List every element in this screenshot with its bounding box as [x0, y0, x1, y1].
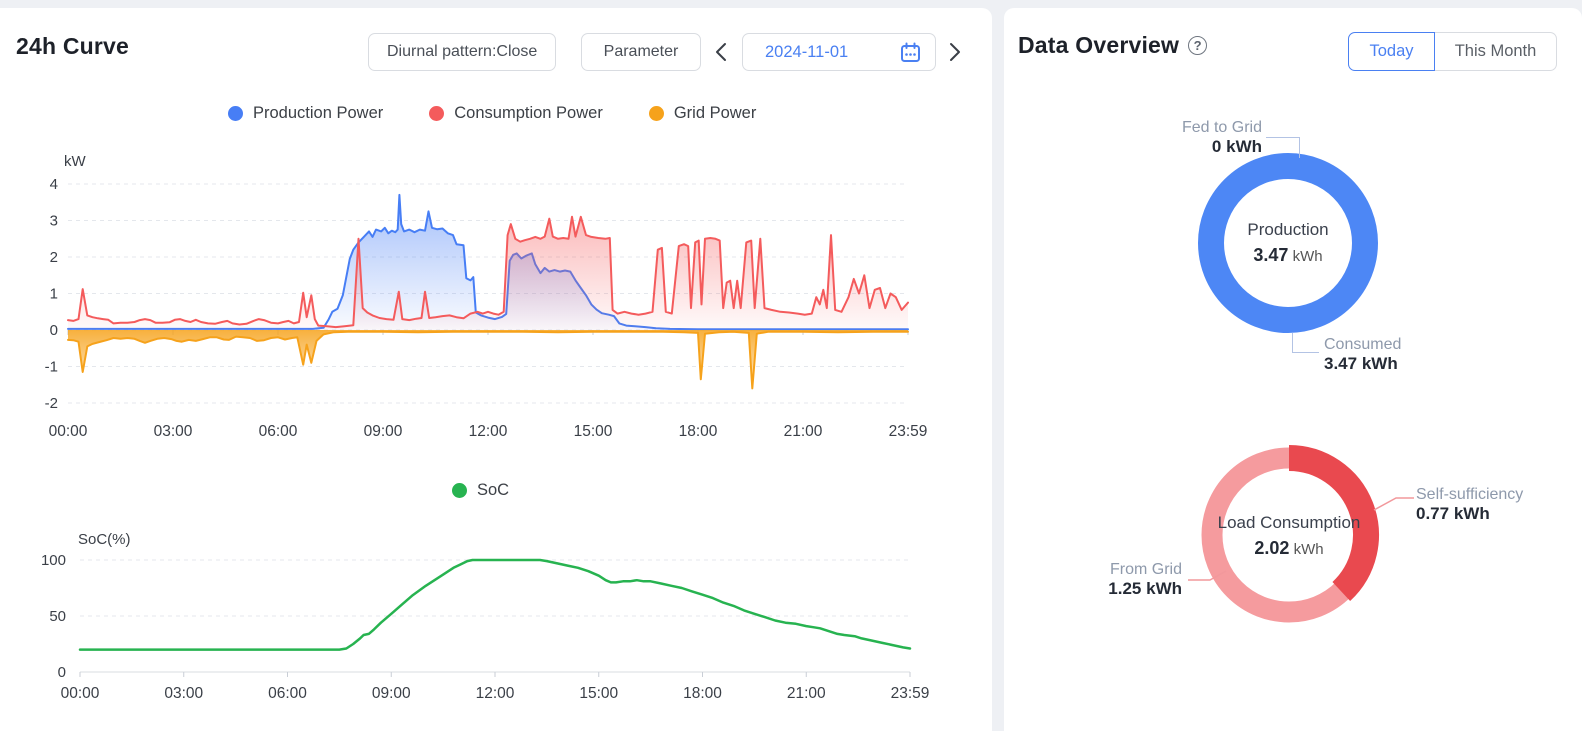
svg-text:0: 0	[50, 322, 58, 339]
svg-text:SoC(%): SoC(%)	[78, 531, 131, 548]
donut-center-value: 3.47	[1253, 245, 1288, 265]
production-donut-center: Production 3.47 kWh	[1208, 220, 1368, 266]
svg-text:0: 0	[58, 664, 66, 681]
svg-text:1: 1	[50, 286, 58, 303]
date-picker[interactable]: 2024-11-01	[742, 33, 936, 71]
parameter-button[interactable]: Parameter	[581, 33, 701, 71]
svg-text:03:00: 03:00	[164, 685, 203, 702]
donut-center-label: Load Consumption	[1199, 513, 1379, 533]
tab-this-month[interactable]: This Month	[1435, 32, 1557, 71]
svg-text:kW: kW	[64, 153, 87, 170]
callout-line-consumed	[1292, 333, 1319, 353]
legend-label: Consumption Power	[454, 104, 603, 123]
production-dot-icon	[228, 106, 243, 121]
svg-text:23:59: 23:59	[889, 423, 928, 440]
soc-line-chart: 100 50 0 SoC(%) 00:00 03:00 06:00 09:00 12:00 15:…	[0, 520, 992, 731]
svg-text:21:00: 21:00	[787, 685, 826, 702]
svg-text:23:59: 23:59	[891, 685, 930, 702]
svg-text:06:00: 06:00	[259, 423, 298, 440]
legend-label: Production Power	[253, 104, 383, 123]
power-line-chart: 4 3 2 1 0 -1 -2 kW 00:00 03:00 06:00 09:00 12:00 15:0…	[0, 140, 992, 440]
callout-self-sufficiency: Self-sufficiency 0.77 kWh	[1416, 485, 1523, 525]
svg-text:2: 2	[50, 249, 58, 266]
svg-text:21:00: 21:00	[784, 423, 823, 440]
donut-center-unit: kWh	[1294, 541, 1324, 558]
svg-text:18:00: 18:00	[679, 423, 718, 440]
help-circle-icon[interactable]: ?	[1188, 36, 1207, 55]
period-toggle: Today This Month	[1348, 32, 1557, 71]
soc-dot-icon	[452, 483, 467, 498]
soc-legend: SoC	[452, 481, 509, 500]
callout-fed-to-grid: Fed to Grid 0 kWh	[1124, 118, 1262, 158]
svg-text:50: 50	[49, 608, 66, 625]
svg-text:100: 100	[41, 552, 66, 569]
svg-text:18:00: 18:00	[683, 685, 722, 702]
legend-item-consumption[interactable]: Consumption Power	[429, 104, 603, 123]
svg-text:12:00: 12:00	[476, 685, 515, 702]
svg-text:-2: -2	[45, 395, 58, 412]
callout-consumed: Consumed 3.47 kWh	[1324, 335, 1401, 375]
callout-line-fed-to-grid	[1266, 137, 1300, 158]
data-overview-title: Data Overview	[1018, 32, 1179, 59]
svg-text:03:00: 03:00	[154, 423, 193, 440]
tab-today[interactable]: Today	[1348, 32, 1435, 71]
svg-text:00:00: 00:00	[49, 423, 88, 440]
svg-text:09:00: 09:00	[372, 685, 411, 702]
svg-text:06:00: 06:00	[268, 685, 307, 702]
grid-dot-icon	[649, 106, 664, 121]
date-value: 2024-11-01	[765, 43, 900, 62]
consumption-donut-center: Load Consumption 2.02 kWh	[1199, 513, 1379, 559]
svg-text:12:00: 12:00	[469, 423, 508, 440]
dashboard-page: 24h Curve Diurnal pattern:Close Paramete…	[0, 0, 1582, 731]
curve-panel: 24h Curve Diurnal pattern:Close Paramete…	[0, 8, 992, 731]
svg-text:15:00: 15:00	[579, 685, 618, 702]
donut-center-unit: kWh	[1293, 248, 1323, 265]
chevron-right-icon[interactable]	[944, 37, 966, 67]
legend-item-soc[interactable]: SoC	[452, 481, 509, 500]
svg-text:15:00: 15:00	[574, 423, 613, 440]
legend-label: Grid Power	[674, 104, 757, 123]
svg-text:09:00: 09:00	[364, 423, 403, 440]
power-legend: Production Power Consumption Power Grid …	[228, 104, 756, 123]
curve-panel-title: 24h Curve	[16, 33, 129, 60]
legend-label: SoC	[477, 481, 509, 500]
svg-text:4: 4	[50, 176, 58, 193]
data-overview-panel: Data Overview ? Today This Month Product…	[1004, 8, 1582, 731]
donut-center-label: Production	[1208, 220, 1368, 240]
diurnal-pattern-button[interactable]: Diurnal pattern:Close	[368, 33, 556, 71]
chevron-left-icon[interactable]	[710, 37, 732, 67]
donut-center-value: 2.02	[1254, 538, 1289, 558]
svg-text:3: 3	[50, 213, 58, 230]
calendar-icon[interactable]	[900, 42, 921, 63]
callout-from-grid: From Grid 1.25 kWh	[1044, 560, 1182, 600]
legend-item-grid[interactable]: Grid Power	[649, 104, 757, 123]
svg-text:00:00: 00:00	[61, 685, 100, 702]
svg-text:-1: -1	[45, 359, 58, 376]
consumption-dot-icon	[429, 106, 444, 121]
legend-item-production[interactable]: Production Power	[228, 104, 383, 123]
